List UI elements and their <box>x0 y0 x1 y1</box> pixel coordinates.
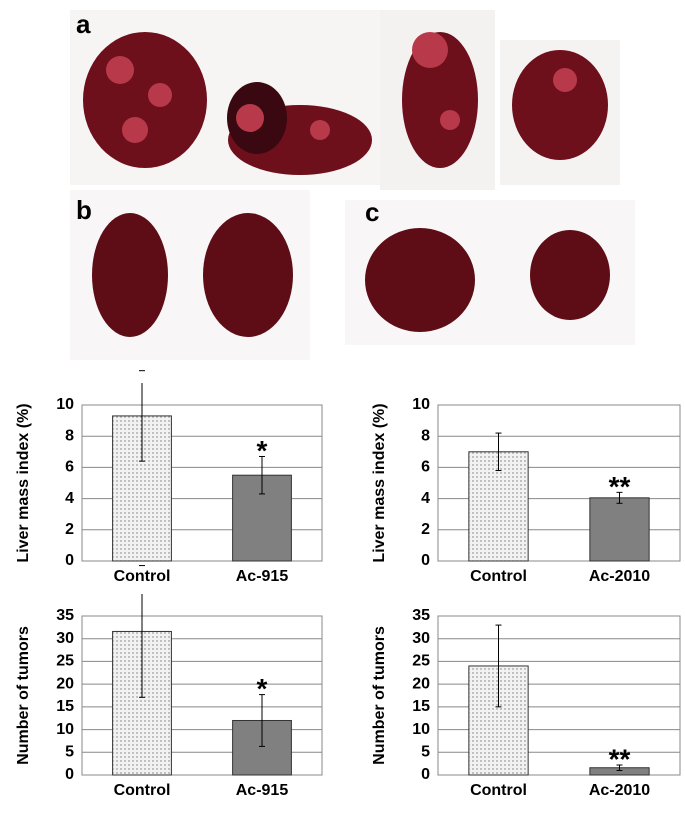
y-tick-label: 15 <box>412 698 430 715</box>
y-tick-label: 2 <box>421 521 430 538</box>
error-bar <box>616 491 623 504</box>
y-tick-label: 20 <box>56 675 74 692</box>
y-tick-label: 0 <box>65 552 74 569</box>
y-tick-label: 35 <box>56 607 74 624</box>
panel-label: b <box>76 195 92 225</box>
y-tick-label: 30 <box>56 630 74 647</box>
x-tick-label: Control <box>114 782 171 799</box>
y-tick-label: 2 <box>65 521 74 538</box>
tumor <box>106 32 577 143</box>
error-bar <box>259 455 265 495</box>
x-tick-label: Ac-915 <box>236 568 289 585</box>
y-tick-label: 10 <box>412 721 430 738</box>
y-tick-label: 10 <box>56 721 74 738</box>
significance: * <box>257 435 268 466</box>
x-tick-label: Control <box>470 568 527 585</box>
plot-border <box>437 615 681 776</box>
x-tick-label: Control <box>470 782 527 799</box>
y-tick-label: 8 <box>65 427 74 444</box>
plot-border <box>81 615 323 776</box>
error-bar <box>139 370 145 462</box>
significance: * <box>257 673 268 704</box>
y-tick-label: 5 <box>421 744 430 761</box>
plot-border <box>437 404 681 562</box>
y-tick-label: 35 <box>412 607 430 624</box>
significance: ** <box>609 471 631 502</box>
y-axis-label: Liver mass index (%) <box>371 403 388 562</box>
y-axis-label: Number of tumors <box>371 626 388 765</box>
y-tick-label: 6 <box>421 459 430 476</box>
panel-label: a <box>76 9 91 39</box>
y-axis-label: Number of tumors <box>15 626 32 765</box>
y-tick-label: 30 <box>412 630 430 647</box>
x-tick-label: Ac-2010 <box>589 782 650 799</box>
y-tick-label: 20 <box>412 675 430 692</box>
y-tick-label: 15 <box>56 698 74 715</box>
y-tick-label: 10 <box>56 396 74 413</box>
x-tick-label: Control <box>114 568 171 585</box>
x-tick-label: Ac-2010 <box>589 568 650 585</box>
error-bar <box>139 565 145 698</box>
error-bar <box>495 624 502 708</box>
y-tick-label: 0 <box>65 766 74 783</box>
panel-label: c <box>365 197 379 227</box>
bar <box>589 497 650 562</box>
y-tick-label: 4 <box>421 490 430 507</box>
y-tick-label: 25 <box>412 653 430 670</box>
error-bar <box>259 694 265 747</box>
y-tick-label: 4 <box>65 490 74 507</box>
error-bar <box>495 432 502 472</box>
y-tick-label: 10 <box>412 396 430 413</box>
y-axis-label: Liver mass index (%) <box>15 403 32 562</box>
error-bar <box>616 764 623 771</box>
y-tick-label: 0 <box>421 766 430 783</box>
y-tick-label: 25 <box>56 653 74 670</box>
y-tick-label: 8 <box>421 427 430 444</box>
y-tick-label: 6 <box>65 459 74 476</box>
significance: ** <box>609 743 631 774</box>
y-tick-label: 0 <box>421 552 430 569</box>
x-tick-label: Ac-915 <box>236 782 289 799</box>
y-tick-label: 5 <box>65 744 74 761</box>
plot-border <box>81 404 323 562</box>
photos: a b c <box>70 9 635 360</box>
liver <box>92 213 610 337</box>
